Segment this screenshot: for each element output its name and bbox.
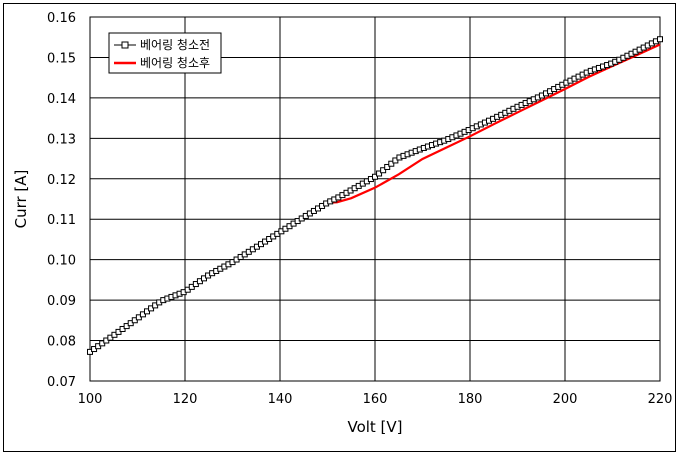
legend-label-before-cleaning: 베어링 청소전 xyxy=(140,38,210,52)
data-point-marker xyxy=(384,163,391,170)
x-axis-title: Volt [V] xyxy=(347,418,402,436)
x-tick-label: 180 xyxy=(458,392,483,407)
plot-area xyxy=(89,16,661,382)
y-tick-label: 0.09 xyxy=(47,294,76,309)
y-axis-title: Curr [A] xyxy=(12,170,30,229)
x-tick-label: 220 xyxy=(648,392,673,407)
y-tick-label: 0.10 xyxy=(47,254,76,269)
x-tick-label: 200 xyxy=(553,392,578,407)
y-tick-label: 0.11 xyxy=(47,213,76,228)
data-point-marker xyxy=(657,36,663,43)
y-tick-label: 0.14 xyxy=(47,92,76,107)
data-point-marker xyxy=(372,173,378,180)
x-tick-label: 100 xyxy=(78,392,103,407)
x-tick-label: 140 xyxy=(268,392,293,407)
series-layer xyxy=(87,36,663,355)
y-tick-label: 0.13 xyxy=(47,132,76,147)
x-tick-labels: 100 120 140 160 180 200 220 xyxy=(78,392,673,407)
legend-label-after-cleaning: 베어링 청소후 xyxy=(140,56,210,70)
legend: 베어링 청소전 베어링 청소후 xyxy=(108,32,222,74)
legend-box xyxy=(108,32,222,74)
y-tick-label: 0.16 xyxy=(47,11,76,26)
x-tick-label: 120 xyxy=(173,392,198,407)
y-tick-labels: 0.07 0.08 0.09 0.10 0.11 0.12 0.13 0.14 0.15 0.16 xyxy=(47,11,76,390)
chart-frame xyxy=(3,3,676,452)
y-tick-label: 0.08 xyxy=(47,335,76,350)
data-point-marker xyxy=(388,160,395,167)
data-point-marker xyxy=(376,170,383,177)
y-tick-label: 0.12 xyxy=(47,173,76,188)
y-tick-label: 0.15 xyxy=(47,51,76,66)
legend-marker-square xyxy=(121,41,129,49)
y-tick-label: 0.07 xyxy=(47,375,76,390)
data-point-marker xyxy=(380,167,387,174)
x-tick-label: 160 xyxy=(363,392,388,407)
